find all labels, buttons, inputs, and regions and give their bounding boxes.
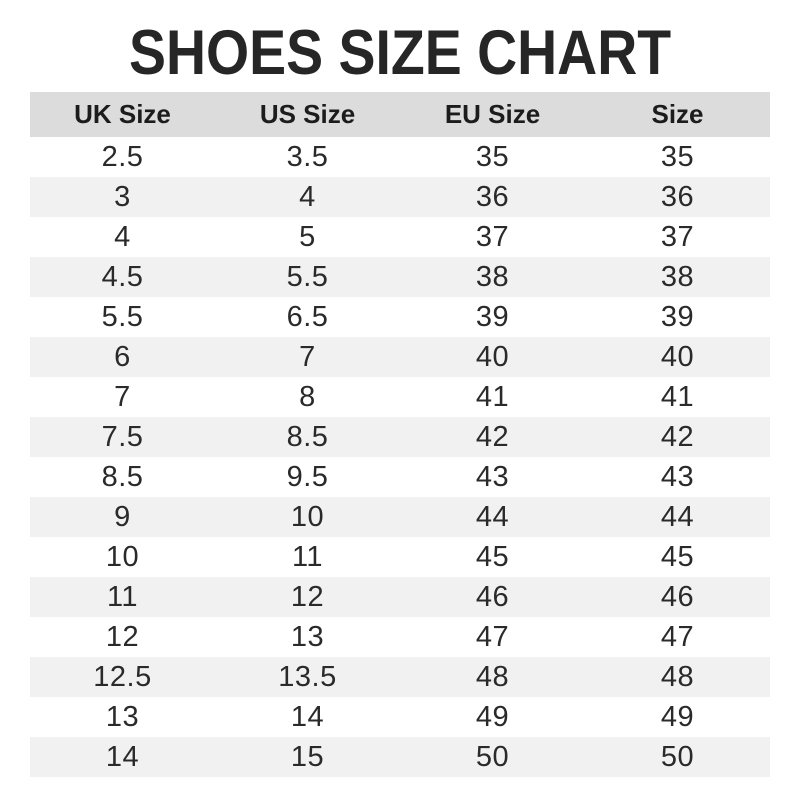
size-cell: 44: [475, 500, 510, 533]
size-cell: 37: [660, 220, 695, 253]
size-cell: 39: [475, 300, 510, 333]
size-cell: 7: [114, 380, 131, 413]
table-row: 4.5 5.5 38 38: [30, 257, 770, 297]
size-cell: 7: [299, 340, 316, 373]
table-row: 7.5 8.5 42 42: [30, 417, 770, 457]
size-cell: 10: [290, 500, 325, 533]
size-cell: 8.5: [101, 460, 144, 493]
size-cell: 15: [290, 740, 325, 773]
size-cell: 46: [660, 580, 695, 613]
size-cell: 13: [290, 620, 325, 653]
table-row: 5.5 6.5 39 39: [30, 297, 770, 337]
size-cell: 38: [660, 260, 695, 293]
size-cell: 43: [475, 460, 510, 493]
column-header: UK Size: [30, 92, 215, 137]
size-cell: 3.5: [286, 140, 329, 173]
column-header: US Size: [215, 92, 400, 137]
size-cell: 6.5: [286, 300, 329, 333]
size-cell: 2.5: [101, 140, 144, 173]
table-row: 2.5 3.5 35 35: [30, 137, 770, 177]
page-title: SHOES SIZE CHART: [128, 18, 672, 88]
size-cell: 8: [299, 380, 316, 413]
size-table-header: UK Size US Size EU Size Size: [30, 92, 770, 137]
size-cell: 11: [291, 540, 324, 573]
size-cell: 14: [105, 740, 140, 773]
size-cell: 4.5: [101, 260, 144, 293]
size-cell: 13: [105, 700, 140, 733]
size-cell: 49: [660, 700, 695, 733]
size-cell: 41: [660, 380, 695, 413]
size-cell: 43: [660, 460, 695, 493]
table-row: 4 5 37 37: [30, 217, 770, 257]
table-row: 9 10 44 44: [30, 497, 770, 537]
size-cell: 39: [660, 300, 695, 333]
size-cell: 37: [475, 220, 510, 253]
size-cell: 11: [106, 580, 139, 613]
size-cell: 42: [660, 420, 695, 453]
size-conversion-table: UK Size US Size EU Size Size 2.5 3.5 35 35 3 4 36…: [30, 92, 770, 777]
size-cell: 9.5: [286, 460, 329, 493]
size-cell: 48: [660, 660, 695, 693]
table-row: 7 8 41 41: [30, 377, 770, 417]
size-cell: 45: [475, 540, 510, 573]
size-cell: 38: [475, 260, 510, 293]
size-cell: 45: [660, 540, 695, 573]
size-cell: 47: [475, 620, 510, 653]
size-cell: 35: [660, 140, 695, 173]
size-cell: 6: [114, 340, 131, 373]
page-title-wrap: SHOES SIZE CHART: [0, 0, 800, 92]
table-row: 13 14 49 49: [30, 697, 770, 737]
size-cell: 41: [475, 380, 510, 413]
size-cell: 50: [475, 740, 510, 773]
size-cell: 5.5: [286, 260, 329, 293]
table-row: 12.5 13.5 48 48: [30, 657, 770, 697]
size-cell: 12.5: [93, 660, 152, 693]
size-table-body: 2.5 3.5 35 35 3 4 36 36 4 5 37 37 4.5 5.5 38 38 5.5 6.5 39…: [30, 137, 770, 777]
size-cell: 50: [660, 740, 695, 773]
size-cell: 49: [475, 700, 510, 733]
size-cell: 14: [290, 700, 325, 733]
header-row: UK Size US Size EU Size Size: [30, 92, 770, 137]
table-row: 6 7 40 40: [30, 337, 770, 377]
table-row: 3 4 36 36: [30, 177, 770, 217]
table-row: 8.5 9.5 43 43: [30, 457, 770, 497]
size-cell: 46: [475, 580, 510, 613]
size-cell: 5: [299, 220, 316, 253]
size-cell: 36: [660, 180, 695, 213]
size-cell: 48: [475, 660, 510, 693]
size-cell: 9: [114, 500, 131, 533]
size-cell: 42: [475, 420, 510, 453]
size-cell: 5.5: [101, 300, 144, 333]
size-cell: 13.5: [278, 660, 337, 693]
column-header: EU Size: [400, 92, 585, 137]
size-cell: 47: [660, 620, 695, 653]
table-row: 14 15 50 50: [30, 737, 770, 777]
table-row: 12 13 47 47: [30, 617, 770, 657]
size-cell: 12: [290, 580, 325, 613]
size-cell: 40: [660, 340, 695, 373]
size-cell: 12: [105, 620, 140, 653]
size-cell: 3: [114, 180, 131, 213]
size-cell: 36: [475, 180, 510, 213]
size-cell: 4: [114, 220, 131, 253]
size-cell: 35: [475, 140, 510, 173]
size-cell: 7.5: [101, 420, 144, 453]
size-cell: 4: [299, 180, 316, 213]
table-row: 11 12 46 46: [30, 577, 770, 617]
size-cell: 44: [660, 500, 695, 533]
size-cell: 8.5: [286, 420, 329, 453]
size-cell: 10: [105, 540, 140, 573]
table-row: 10 11 45 45: [30, 537, 770, 577]
column-header: Size: [585, 92, 770, 137]
size-cell: 40: [475, 340, 510, 373]
